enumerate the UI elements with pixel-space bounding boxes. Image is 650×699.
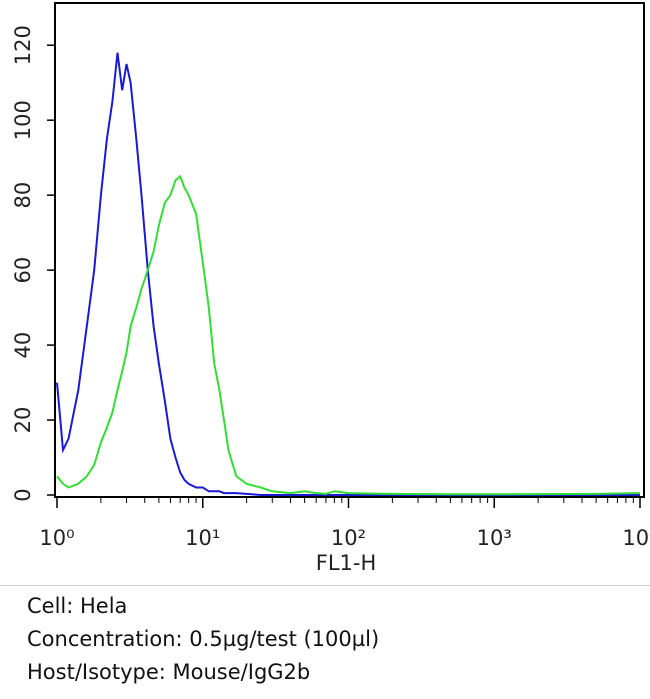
y-tick-label: 0 bbox=[11, 488, 35, 501]
caption: Cell: Hela Concentration: 0.5µg/test (10… bbox=[0, 585, 650, 689]
y-tick-label: 40 bbox=[11, 332, 35, 359]
histogram-line bbox=[56, 52, 640, 496]
caption-line: Concentration: 0.5µg/test (100µl) bbox=[27, 627, 380, 651]
x-axis-label: FL1-H bbox=[316, 551, 377, 575]
x-tick-label: 10¹ bbox=[185, 526, 220, 550]
caption-line: Cell: Hela bbox=[27, 594, 128, 618]
plot-frame bbox=[54, 2, 645, 498]
chart: FL1-H 0 20 40 60 80 100 120 10⁰ 10¹ 10² 10³ 10⁴ bbox=[11, 2, 650, 575]
x-tick-label: 10³ bbox=[477, 526, 512, 550]
x-tick-label: 10⁰ bbox=[39, 526, 74, 550]
caption-line: Host/Isotype: Mouse/IgG2b bbox=[27, 660, 311, 684]
y-tick-label: 120 bbox=[11, 25, 35, 65]
histogram-line bbox=[56, 174, 641, 496]
x-tick-label: 10⁴ bbox=[622, 526, 650, 550]
y-tick-label: 100 bbox=[11, 100, 35, 140]
y-tick-label: 80 bbox=[11, 182, 35, 209]
y-tick-label: 20 bbox=[11, 407, 35, 434]
x-tick-label: 10² bbox=[331, 526, 366, 550]
y-tick-label: 60 bbox=[11, 257, 35, 284]
